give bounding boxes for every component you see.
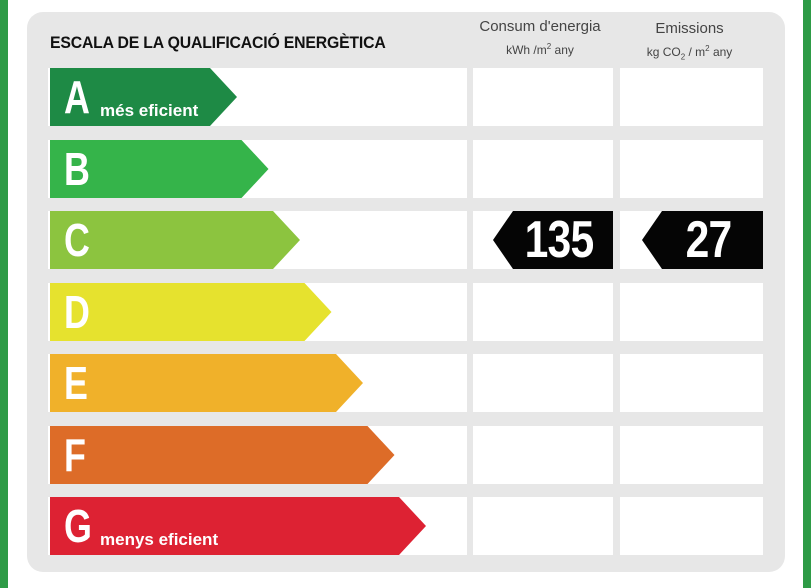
energy-cell-e bbox=[473, 354, 613, 412]
rating-bar-e bbox=[50, 354, 363, 412]
energy-unit: kWh /m2 any bbox=[506, 42, 574, 57]
rating-letter-d: D bbox=[64, 286, 90, 338]
rating-bar-d bbox=[50, 283, 332, 341]
rating-bar-f bbox=[50, 426, 395, 484]
rating-letter-e: E bbox=[64, 357, 88, 409]
energy-cell-a bbox=[473, 68, 613, 126]
rating-letter-g: G bbox=[64, 500, 92, 552]
emissions-marker bbox=[642, 211, 763, 269]
rating-letter-f: F bbox=[64, 429, 86, 481]
emissions-value: 27 bbox=[685, 211, 733, 269]
energy-cell-g bbox=[473, 497, 613, 555]
emissions-unit: kg CO2 / m2 any bbox=[646, 44, 733, 62]
energy-cell-f bbox=[473, 426, 613, 484]
emissions-cell-g bbox=[620, 497, 763, 555]
emissions-column-header: Emissions kg CO2 / m2 any bbox=[617, 20, 762, 65]
rating-bar-b bbox=[50, 140, 269, 198]
rating-letter-c: C bbox=[64, 214, 90, 266]
energy-marker bbox=[493, 211, 613, 269]
emissions-cell-d bbox=[620, 283, 763, 341]
emissions-cell-a bbox=[620, 68, 763, 126]
energy-column-header: Consum d'energia kWh /m2 any bbox=[470, 18, 610, 58]
rating-bar-g bbox=[50, 497, 426, 555]
rating-caption-g: menys eficient bbox=[100, 530, 219, 549]
emissions-cell-e bbox=[620, 354, 763, 412]
rating-caption-a: més eficient bbox=[100, 101, 199, 120]
rating-bar-c bbox=[50, 211, 300, 269]
rating-letter-b: B bbox=[64, 143, 90, 195]
energy-cell-d bbox=[473, 283, 613, 341]
energy-value: 135 bbox=[524, 211, 595, 269]
emissions-cell-f bbox=[620, 426, 763, 484]
rating-bar-a bbox=[50, 68, 237, 126]
rating-letter-a: A bbox=[64, 71, 90, 123]
emissions-heading: Emissions bbox=[655, 20, 724, 37]
energy-cell-b bbox=[473, 140, 613, 198]
chart-title: ESCALA DE LA QUALIFICACIÓ ENERGÈTICA bbox=[50, 33, 386, 52]
emissions-cell-b bbox=[620, 140, 763, 198]
energy-heading: Consum d'energia bbox=[479, 18, 601, 35]
